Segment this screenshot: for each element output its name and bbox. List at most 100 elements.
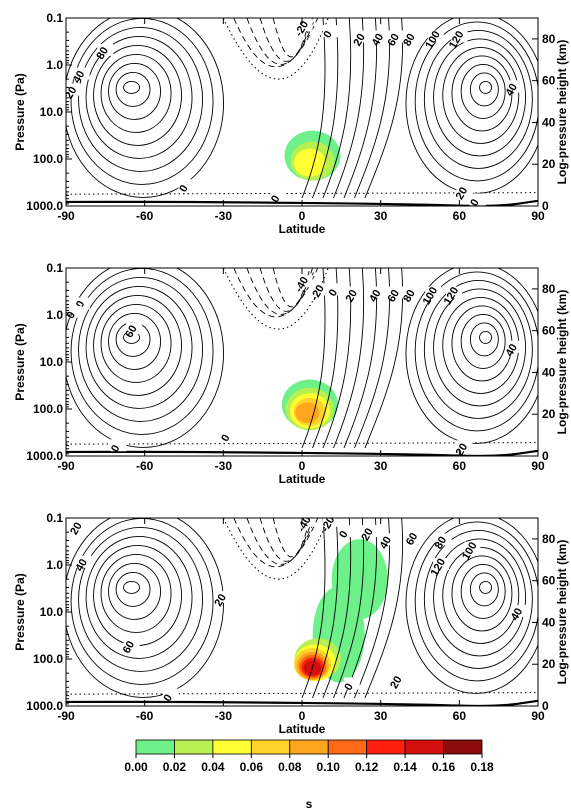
x-tick-label: 0 — [299, 209, 306, 223]
contour-label-bg — [354, 30, 371, 43]
x-axis-label: Latitude — [279, 472, 326, 486]
y-left-axis-label: Pressure (Pa) — [13, 73, 27, 150]
contour-line — [115, 571, 151, 607]
contour-label-bg — [312, 283, 329, 296]
shading — [294, 539, 388, 683]
contour-label: -40 — [295, 514, 313, 534]
colorbar: 0.00 0.02 0.04 0.06 0.08 0.10 0.12 0.14 0.16 0.18… — [124, 739, 494, 810]
y-right-tick-label: 80 — [542, 32, 556, 46]
contour-line — [442, 546, 520, 644]
contour-label: 40 — [509, 606, 526, 623]
contour-line — [423, 529, 533, 669]
x-tick-label: -60 — [136, 209, 154, 223]
contour-label-bg — [432, 558, 449, 570]
contour-label: 40 — [504, 342, 521, 359]
shading-level — [293, 148, 326, 177]
contour-line — [233, 18, 319, 68]
contour-line — [333, 518, 365, 699]
contour-label: 0 — [327, 287, 340, 298]
shading — [281, 379, 338, 431]
contour-label-bg — [469, 193, 486, 206]
y-right-tick-label: 20 — [542, 157, 556, 171]
contour-label-bg — [220, 428, 237, 441]
contour-line — [405, 268, 538, 444]
x-tick-label: 30 — [374, 459, 388, 473]
contour-line — [100, 53, 172, 133]
contour-line — [85, 35, 193, 159]
colorbar-cell — [404, 739, 444, 755]
colorbar-cell — [443, 739, 483, 755]
contour-line — [469, 72, 499, 107]
contour-label-bg — [380, 533, 397, 546]
contour-label: 20 — [388, 674, 405, 691]
contour-line — [78, 26, 204, 172]
contour-label-bg — [506, 340, 523, 353]
colorbar-tick-label: 0.00 — [124, 760, 148, 774]
contour-line — [451, 55, 513, 132]
contour-label: 20 — [344, 288, 361, 305]
contour-line — [469, 322, 499, 357]
contour-label-bg — [126, 322, 143, 335]
contour-label: 40 — [504, 82, 521, 99]
contour-line — [433, 38, 527, 157]
contour-line — [259, 518, 313, 562]
contour-line — [259, 18, 313, 62]
contour-line — [123, 580, 141, 594]
contour-line — [93, 294, 183, 396]
contour-line — [479, 330, 493, 344]
y-right-tick-label: 20 — [542, 657, 556, 671]
contour-line — [364, 18, 403, 199]
contour-label: 20 — [212, 592, 229, 609]
contour-label-bg — [388, 30, 405, 43]
y-left-tick-label: 1000.0 — [26, 699, 63, 713]
contour-line — [66, 518, 224, 698]
contour-label: 60 — [123, 323, 140, 340]
contour-label-bg — [511, 605, 528, 617]
contour-label-bg — [451, 30, 468, 43]
contour-label: 20 — [351, 32, 368, 49]
contour-line — [405, 518, 538, 694]
contour-label-bg — [215, 590, 232, 603]
contour-label-bg — [372, 30, 389, 43]
contour-line — [123, 80, 141, 94]
contour-label-bg — [338, 525, 355, 538]
contour-label: 0 — [109, 443, 122, 454]
contour-line — [479, 80, 493, 94]
contour-line — [423, 29, 533, 169]
contour-label-bg — [71, 519, 88, 532]
contour-line — [479, 580, 493, 594]
negative-contours — [233, 518, 319, 568]
contour-line — [272, 18, 311, 57]
contour-line — [108, 562, 162, 620]
colorbar-tick-label: 0.04 — [201, 760, 225, 774]
x-tick-label: 30 — [374, 209, 388, 223]
contour-label: 40 — [378, 535, 395, 552]
contour-line — [272, 518, 311, 557]
contour-label: 0 — [337, 529, 350, 540]
contour-line — [78, 276, 204, 422]
contour-label: 60 — [386, 288, 403, 305]
zero-contour — [222, 18, 329, 80]
contour-label: 0 — [219, 433, 232, 444]
contour-line — [322, 18, 352, 199]
surface-boundary — [66, 199, 538, 206]
contour-line — [233, 518, 319, 568]
contour-line — [343, 18, 378, 199]
y-right-tick-label: 0 — [542, 699, 549, 713]
y-right-tick-label: 40 — [542, 115, 556, 129]
y-right-tick-label: 40 — [542, 615, 556, 629]
x-tick-label: -90 — [57, 709, 75, 723]
colorbar-cell — [327, 739, 368, 755]
contour-line — [433, 538, 527, 657]
contour-line — [108, 312, 162, 370]
contour-label-bg — [435, 533, 452, 546]
contour-label-bg — [322, 518, 339, 527]
x-tick-label: -90 — [57, 459, 75, 473]
x-tick-label: 60 — [453, 459, 467, 473]
y-left-tick-label: 100.0 — [33, 402, 63, 416]
contour-label: 80 — [433, 535, 450, 552]
colorbar-tick-label: 0.06 — [240, 760, 264, 774]
